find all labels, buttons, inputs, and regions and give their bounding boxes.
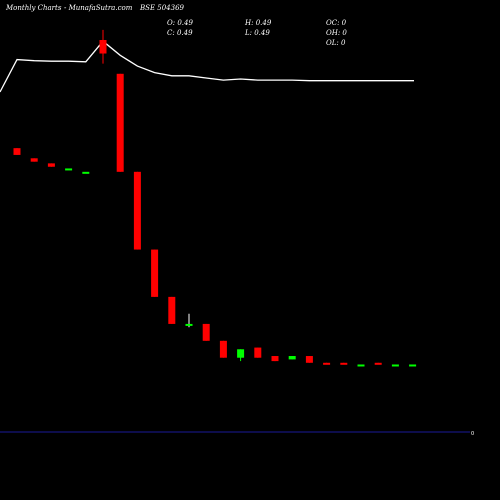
- candle: [305, 356, 313, 363]
- low-value: L: 0.49: [245, 29, 270, 37]
- candle-body: [357, 364, 365, 367]
- candle: [219, 340, 227, 358]
- candle: [82, 171, 90, 174]
- candle: [237, 349, 245, 362]
- candle-body: [219, 340, 227, 358]
- candle: [271, 356, 279, 362]
- candle: [357, 364, 365, 367]
- candle-body: [254, 347, 262, 358]
- candle: [168, 296, 176, 324]
- candle: [151, 249, 159, 297]
- candle-body: [237, 349, 245, 358]
- candle-body: [391, 364, 399, 367]
- site-label: - MunafaSutra.com: [64, 4, 133, 12]
- candle: [133, 171, 141, 250]
- candle: [99, 29, 107, 64]
- candle-body: [99, 40, 107, 54]
- candle: [323, 362, 331, 365]
- chart-type-label: Monthly Charts: [6, 4, 62, 12]
- candle-body: [323, 362, 331, 365]
- candle-body: [271, 356, 279, 362]
- candle-body: [151, 249, 159, 297]
- candle-body: [305, 356, 313, 363]
- ohlc-high-low: H: 0.49 L: 0.49: [245, 18, 271, 38]
- candle-body: [133, 171, 141, 250]
- candle: [374, 362, 382, 365]
- candle: [340, 362, 348, 365]
- candle-body: [340, 362, 348, 365]
- candle-body: [116, 73, 124, 172]
- candle: [30, 158, 38, 162]
- candle: [13, 148, 21, 155]
- candle: [254, 347, 262, 358]
- oc-value: OC: 0: [326, 19, 347, 27]
- ol-value: OL: 0: [326, 39, 346, 47]
- candle-body: [82, 171, 90, 174]
- candle: [65, 168, 73, 171]
- candle-body: [47, 163, 55, 167]
- candle-body: [374, 362, 382, 365]
- symbol-label: BSE 504369: [140, 4, 184, 12]
- candle: [202, 323, 210, 341]
- high-value: H: 0.49: [245, 19, 272, 27]
- candle: [116, 73, 124, 172]
- ohlc-open-close: O: 0.49 C: 0.49: [167, 18, 193, 38]
- candle-body: [202, 323, 210, 341]
- candle: [47, 163, 55, 167]
- candle: [288, 356, 296, 360]
- open-value: O: 0.49: [167, 19, 193, 27]
- candle-body: [13, 148, 21, 155]
- candle: [391, 364, 399, 367]
- candle: [409, 364, 417, 367]
- candle: [185, 313, 193, 328]
- ohlc-diffs: OC: 0 OH: 0 OL: 0: [326, 18, 347, 48]
- candle-body: [168, 296, 176, 324]
- candles: [13, 29, 417, 367]
- price-line: [0, 40, 414, 93]
- candle-body: [185, 323, 193, 326]
- candle-body: [409, 364, 417, 367]
- close-value: C: 0.49: [167, 29, 193, 37]
- oh-value: OH: 0: [326, 29, 347, 37]
- price-line-path: [0, 40, 414, 93]
- candle-body: [65, 168, 73, 171]
- candle-body: [288, 356, 296, 360]
- volume-zero-label: 0: [471, 431, 475, 437]
- candle-body: [30, 158, 38, 162]
